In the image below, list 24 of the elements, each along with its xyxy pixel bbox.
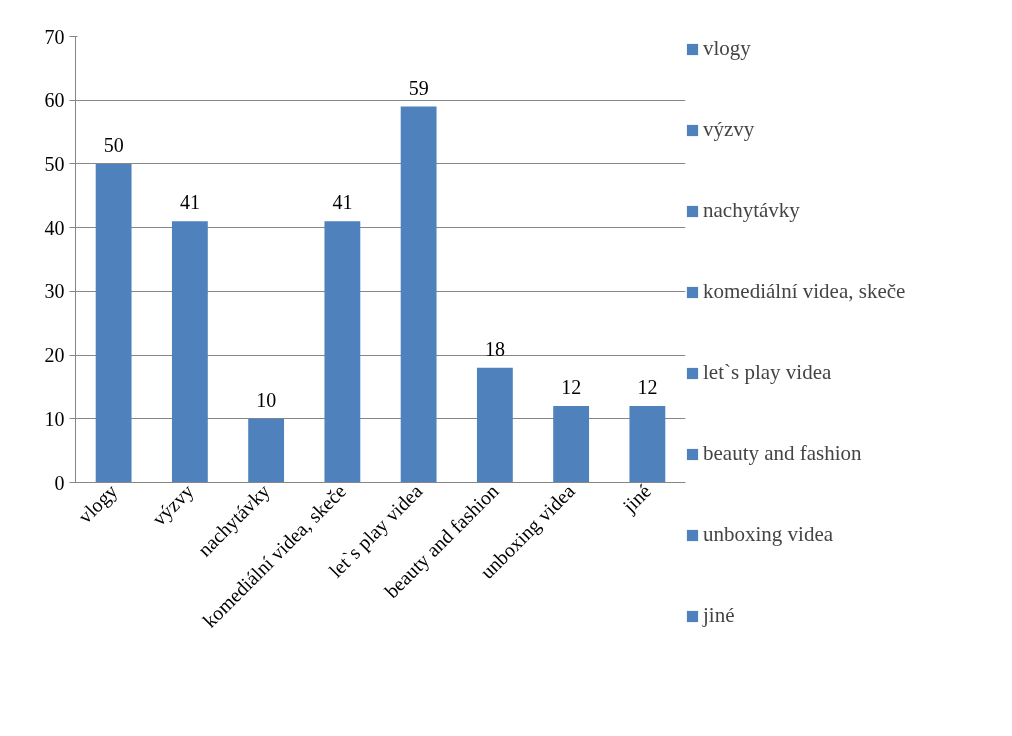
legend-label: jiné [703, 603, 735, 628]
data-label: 12 [561, 376, 582, 399]
y-tick-label: 0 [54, 471, 65, 494]
legend-label: komediální videa, skeče [703, 279, 906, 304]
legend-label: beauty and fashion [703, 441, 862, 466]
data-label: 10 [256, 388, 277, 411]
y-tick-label: 60 [44, 89, 65, 112]
y-tick-label: 70 [44, 25, 65, 48]
data-label: 50 [103, 133, 124, 156]
legend-label: výzvy [703, 117, 755, 142]
data-label: 41 [179, 191, 200, 214]
data-label: 59 [408, 76, 429, 99]
data-label: 41 [332, 191, 353, 214]
y-tick-label: 20 [44, 344, 65, 367]
y-tick-label: 30 [44, 280, 65, 303]
y-tick-label: 50 [44, 152, 65, 175]
legend-label: let`s play videa [703, 360, 832, 385]
x-tick-label: jiné [617, 479, 656, 518]
legend-label: nachytávky [703, 198, 800, 223]
y-tick-label: 40 [44, 216, 65, 239]
data-label: 18 [484, 337, 505, 360]
y-tick-label: 10 [44, 407, 65, 430]
data-label: 12 [637, 376, 658, 399]
legend-label: vlogy [703, 36, 751, 61]
